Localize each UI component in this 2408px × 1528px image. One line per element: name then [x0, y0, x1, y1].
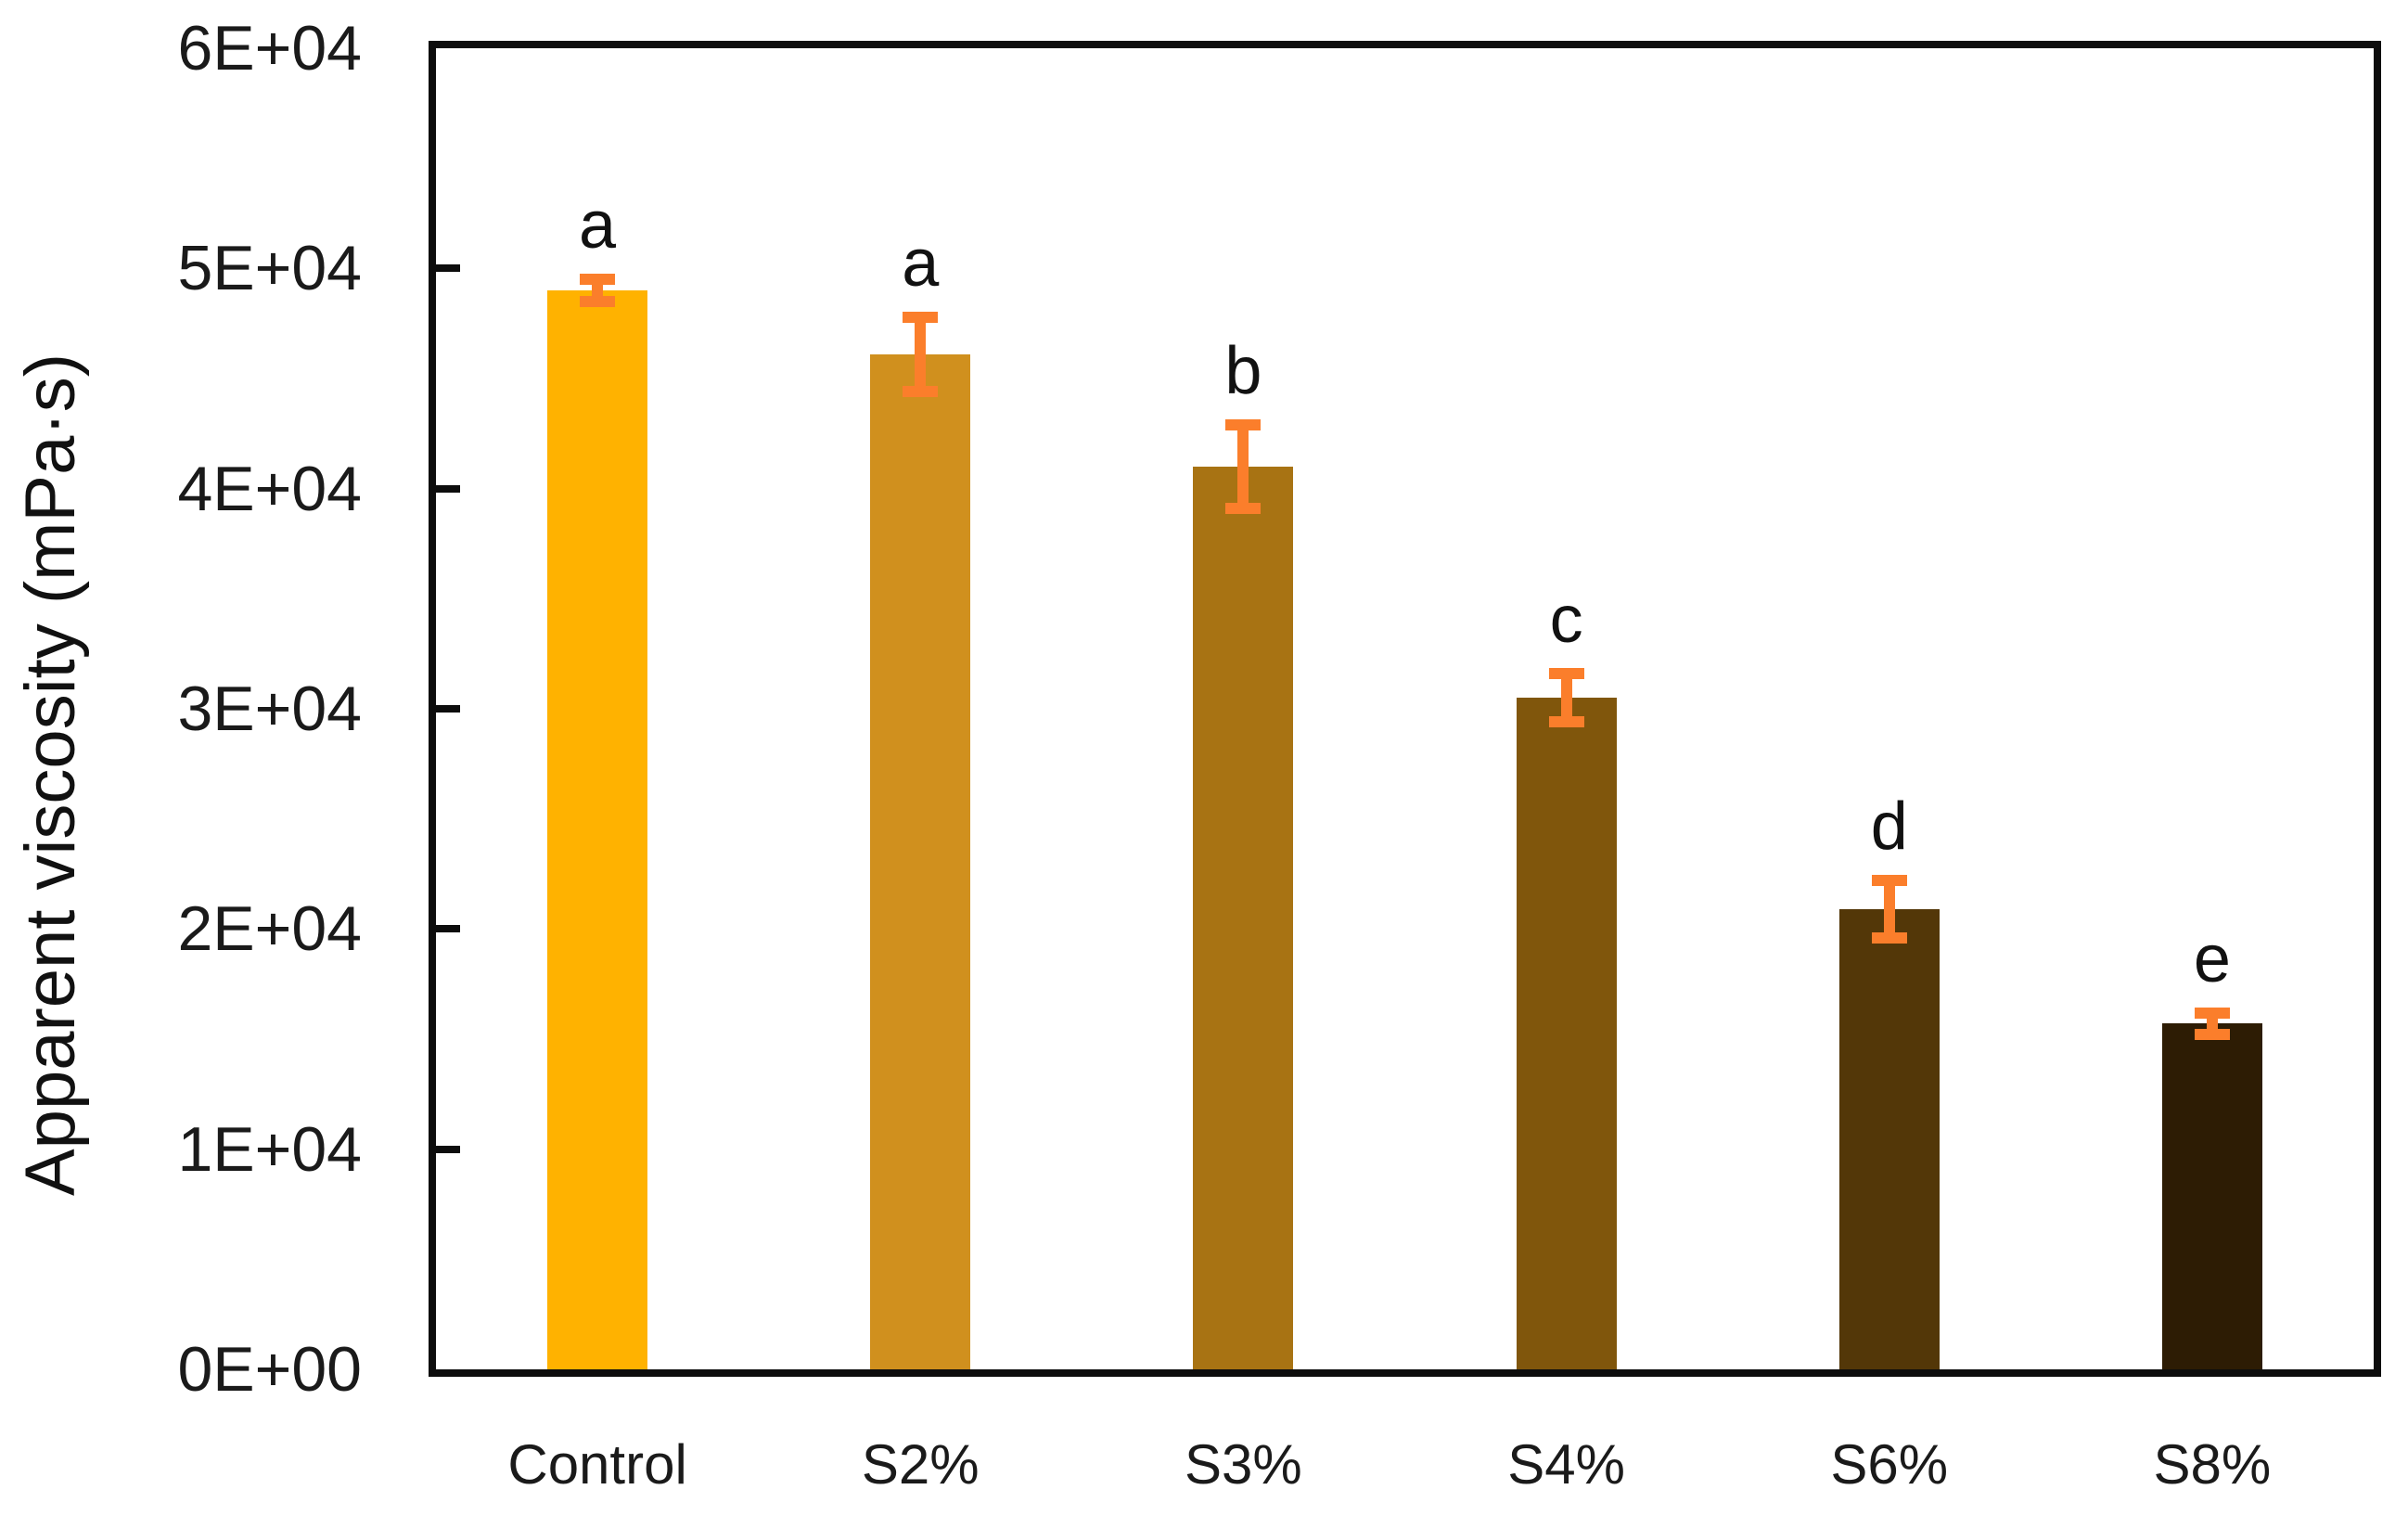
error-bar-cap-bottom	[2194, 1029, 2230, 1041]
y-tick-mark	[436, 264, 460, 273]
y-tick-label: 4E+04	[177, 453, 362, 524]
error-bar-stem	[915, 316, 927, 392]
error-bar-cap-top	[1548, 668, 1584, 680]
error-bar-cap-top	[903, 311, 939, 323]
y-tick-label: 3E+04	[177, 674, 362, 744]
x-axis-label: S3%	[1185, 1433, 1302, 1496]
error-bar-cap-bottom	[1225, 503, 1262, 515]
plot-area	[429, 41, 2381, 1377]
error-bar-stem	[1237, 424, 1249, 508]
error-bar-cap-top	[2194, 1007, 2230, 1019]
error-bar-stem	[1560, 674, 1572, 723]
error-bar-cap-bottom	[1871, 931, 1907, 944]
bar-s3	[1193, 466, 1294, 1369]
y-tick-label: 2E+04	[177, 893, 362, 965]
sig-letter: a	[579, 188, 617, 263]
sig-letter: b	[1224, 333, 1262, 408]
error-bar-cap-bottom	[903, 386, 939, 398]
bar-control	[547, 290, 648, 1369]
x-axis-label: S4%	[1507, 1433, 1625, 1496]
y-tick-mark	[436, 925, 460, 933]
error-bar-cap-top	[1225, 418, 1262, 430]
x-axis-label: Control	[507, 1433, 687, 1496]
error-bar-stem	[1883, 880, 1895, 938]
y-tick-mark	[436, 705, 460, 713]
y-tick-label: 5E+04	[177, 233, 362, 304]
error-bar-cap-top	[1871, 875, 1907, 887]
error-bar-cap-top	[580, 274, 616, 286]
bar-s4	[1516, 698, 1617, 1369]
y-tick-mark	[436, 484, 460, 493]
y-tick-mark	[436, 1145, 460, 1153]
x-axis-label: S2%	[861, 1433, 980, 1496]
bar-s6	[1838, 908, 1940, 1369]
sig-letter: c	[1549, 583, 1583, 658]
sig-letter: a	[902, 225, 940, 301]
y-tick-label: 1E+04	[177, 1113, 362, 1185]
bar-s2	[870, 353, 971, 1369]
bar-s8	[2161, 1023, 2262, 1369]
sig-letter: d	[1870, 790, 1908, 865]
y-tick-label: 0E+00	[177, 1334, 362, 1405]
error-bar-cap-bottom	[1548, 716, 1584, 728]
x-axis-label: S8%	[2153, 1433, 2272, 1496]
error-bar-cap-bottom	[580, 295, 616, 307]
x-axis-label: S6%	[1830, 1433, 1949, 1496]
sig-letter: e	[2193, 921, 2231, 996]
y-tick-label: 6E+04	[177, 13, 362, 83]
